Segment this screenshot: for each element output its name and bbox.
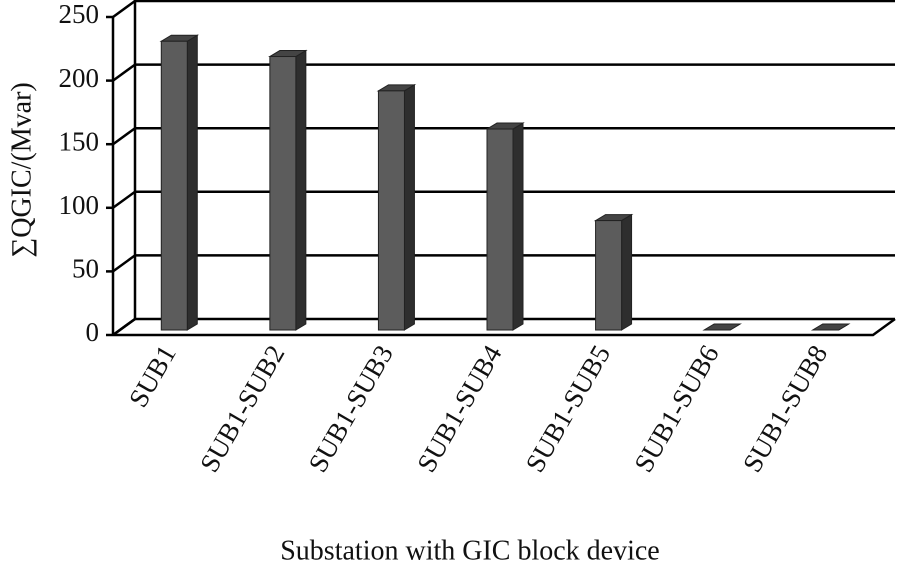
y-axis-label: ∑QGIC/(Mvar) (6, 82, 37, 257)
y-tick-label: 50 (72, 254, 99, 284)
y-tick-label: 200 (59, 63, 100, 93)
x-tick-label: SUB1-SUB5 (520, 340, 617, 477)
bar (593, 213, 634, 331)
bar-top (810, 323, 851, 331)
bar-side (186, 34, 198, 331)
grid-line (112, 317, 136, 337)
bar-top (702, 323, 742, 331)
bar-front (377, 90, 405, 331)
y-tick-label: 100 (59, 190, 100, 220)
x-tick-label: SUB1 (123, 340, 182, 412)
bar (268, 49, 308, 331)
bar-side (621, 213, 633, 331)
grid-line (112, 190, 136, 209)
grid-line (112, 0, 136, 19)
bar-side (512, 122, 524, 331)
x-tick-label: SUB1-SUB8 (737, 340, 834, 477)
bar (485, 122, 525, 331)
bar (376, 83, 417, 331)
y-tick-label: 150 (59, 126, 100, 156)
bar-front (486, 128, 514, 331)
x-tick-label: SUB1-SUB4 (411, 340, 508, 478)
bar-front (269, 56, 297, 331)
back-wall-left (112, 0, 137, 337)
bar-front (160, 40, 188, 331)
x-tick-label: SUB1-SUB2 (194, 340, 291, 477)
grid-line (112, 254, 136, 273)
floor (113, 317, 896, 337)
bar (702, 323, 742, 331)
grid-line (112, 127, 136, 146)
bar-front (595, 220, 623, 331)
grid-line (112, 63, 136, 82)
y-tick-label: 250 (59, 0, 100, 29)
bar-side (403, 83, 415, 331)
bar-side (295, 49, 307, 331)
x-tick-label: SUB1-SUB3 (302, 340, 399, 477)
y-tick-label: 0 (86, 317, 100, 347)
bar (159, 34, 200, 331)
x-axis-label: Substation with GIC block device (280, 535, 660, 566)
bar (810, 323, 851, 331)
x-tick-label: SUB1-SUB6 (628, 340, 725, 477)
